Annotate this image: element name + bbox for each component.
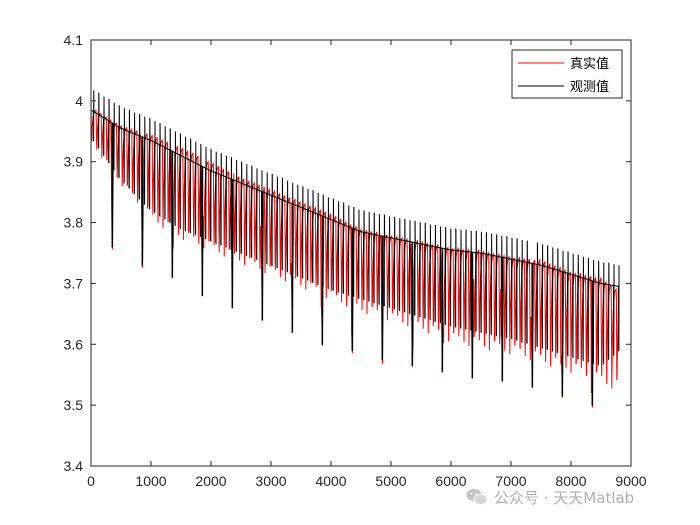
- y-tick-label: 3.9: [64, 154, 84, 170]
- legend-label-observed-value: 观测值: [570, 79, 609, 95]
- y-tick-label: 3.8: [64, 215, 84, 231]
- series-line-observed-value: [90, 90, 620, 406]
- y-tick-label: 3.7: [64, 275, 84, 291]
- x-tick-label: 8000: [555, 473, 586, 489]
- x-tick-label: 7000: [495, 473, 526, 489]
- x-tick-label: 1000: [135, 473, 166, 489]
- y-tick-label: 3.5: [64, 397, 84, 413]
- x-tick-label: 2000: [195, 473, 226, 489]
- y-tick-label: 4: [75, 93, 83, 109]
- watermark: 公众号 · 天天Matlab: [466, 485, 634, 509]
- wechat-icon: [466, 489, 488, 506]
- legend-label-true-value: 真实值: [570, 56, 609, 72]
- x-tick-label: 5000: [375, 473, 406, 489]
- x-tick-label: 3000: [255, 473, 286, 489]
- x-tick-label: 4000: [315, 473, 346, 489]
- x-tick-label: 6000: [435, 473, 466, 489]
- y-tick-label: 3.6: [64, 336, 84, 352]
- axes-box: [90, 39, 632, 467]
- legend: 真实值 观测值: [511, 49, 623, 99]
- legend-box: [511, 49, 623, 99]
- x-tick-label: 9000: [615, 473, 646, 489]
- x-tick-label: 0: [87, 473, 95, 489]
- watermark-text: 公众号 · 天天Matlab: [494, 488, 635, 507]
- ticks-layer: 0 1000 2000 3000 4000 5000 6000 7000 8000 9000 3.4…: [64, 32, 647, 489]
- series-layer: [90, 90, 620, 408]
- y-tick-label: 4.1: [64, 32, 84, 48]
- y-tick-label: 3.4: [64, 458, 84, 474]
